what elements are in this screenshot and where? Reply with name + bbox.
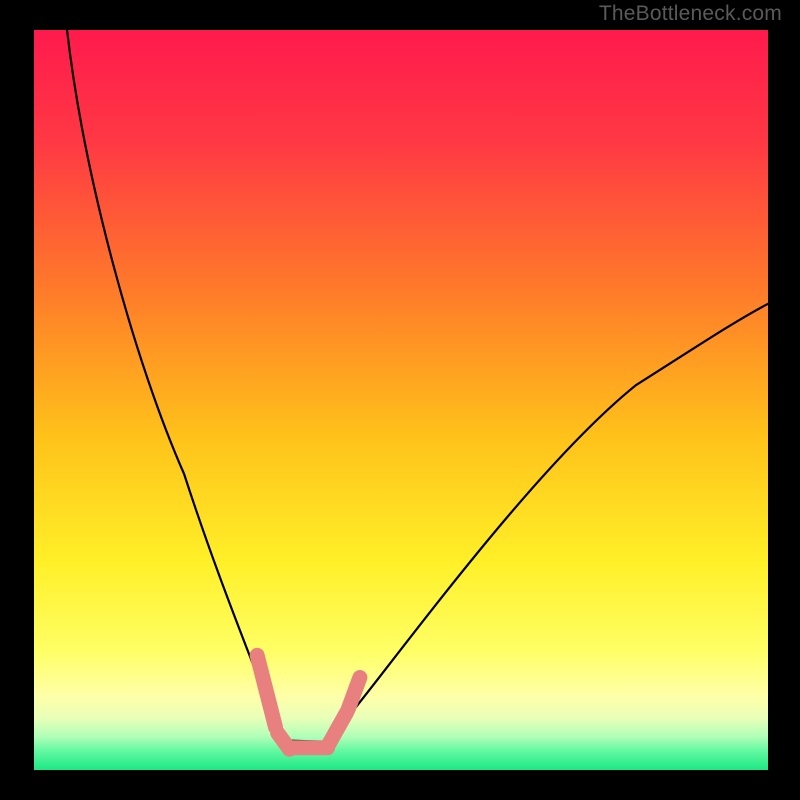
chart-svg (34, 30, 768, 770)
watermark-text: TheBottleneck.com (599, 2, 782, 26)
marker-segment (328, 712, 347, 746)
marker-group (257, 655, 360, 749)
plot-area (34, 30, 768, 770)
bottleneck-curve (67, 30, 768, 742)
marker-segment (257, 655, 275, 727)
